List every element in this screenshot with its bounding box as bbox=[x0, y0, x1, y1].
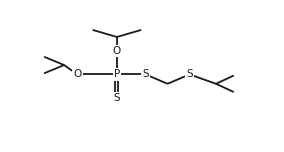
Text: P: P bbox=[114, 69, 120, 79]
Text: O: O bbox=[113, 46, 121, 56]
Text: O: O bbox=[73, 69, 82, 79]
Text: S: S bbox=[186, 69, 193, 79]
Text: S: S bbox=[142, 69, 149, 79]
Text: S: S bbox=[114, 93, 120, 103]
